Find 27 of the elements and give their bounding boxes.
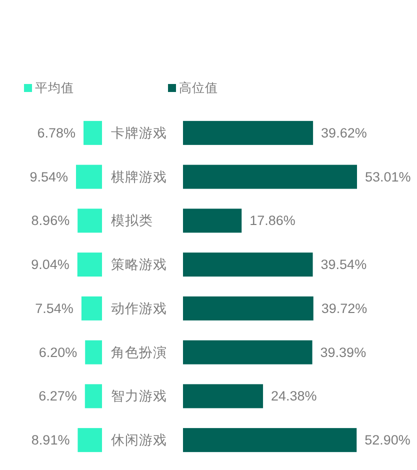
- data-label: 6.20%: [38, 344, 78, 360]
- data-label: 9.04%: [31, 257, 70, 272]
- data-label: 39.54%: [320, 257, 367, 272]
- data-label: 6.27%: [38, 388, 77, 404]
- data-label: 52.90%: [364, 432, 410, 448]
- data-label: 8.91%: [31, 432, 70, 448]
- data-label: 6.78%: [37, 125, 76, 140]
- data-label: 9.54%: [30, 169, 68, 184]
- y-tick-label: 休闲游戏: [111, 432, 167, 448]
- y-tick-label: 模拟类: [111, 213, 153, 228]
- legend-label: 高位值: [179, 80, 218, 95]
- data-label: 39.62%: [321, 125, 367, 140]
- legend: 高位值: [168, 81, 218, 95]
- y-tick-label: 棋牌游戏: [111, 169, 167, 184]
- legend-label: 平均值: [35, 81, 74, 95]
- data-label: 24.38%: [271, 388, 317, 404]
- y-tick-label: 卡牌游戏: [111, 125, 167, 140]
- data-label: 8.96%: [31, 213, 70, 228]
- legend: 平均值: [24, 81, 74, 95]
- y-tick-label: 策略游戏: [111, 257, 167, 272]
- data-label: 39.72%: [321, 300, 368, 316]
- y-tick-label: 智力游戏: [111, 388, 167, 404]
- data-label: 53.01%: [365, 169, 411, 184]
- y-tick-label: 动作游戏: [111, 300, 167, 316]
- data-label: 7.54%: [35, 300, 74, 316]
- data-label: 39.39%: [320, 344, 366, 360]
- data-label: 17.86%: [250, 213, 296, 228]
